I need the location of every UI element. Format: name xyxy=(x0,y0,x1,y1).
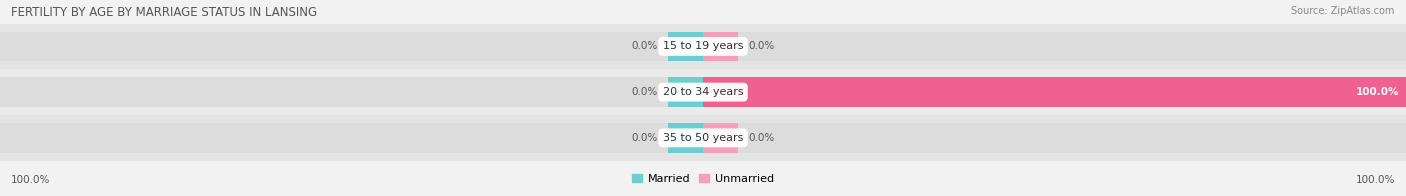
Text: 100.0%: 100.0% xyxy=(1355,87,1399,97)
Bar xyxy=(668,77,703,107)
Text: 15 to 19 years: 15 to 19 years xyxy=(662,41,744,51)
Text: 0.0%: 0.0% xyxy=(631,41,657,51)
Text: Source: ZipAtlas.com: Source: ZipAtlas.com xyxy=(1291,6,1395,16)
Text: 35 to 50 years: 35 to 50 years xyxy=(662,133,744,143)
Text: FERTILITY BY AGE BY MARRIAGE STATUS IN LANSING: FERTILITY BY AGE BY MARRIAGE STATUS IN L… xyxy=(11,6,318,19)
Bar xyxy=(0,32,1406,61)
Text: 0.0%: 0.0% xyxy=(749,133,775,143)
Text: 100.0%: 100.0% xyxy=(1355,175,1395,185)
Text: 100.0%: 100.0% xyxy=(11,175,51,185)
Bar xyxy=(668,32,703,61)
Text: 0.0%: 0.0% xyxy=(749,41,775,51)
Text: 0.0%: 0.0% xyxy=(631,133,657,143)
Bar xyxy=(668,123,703,153)
Bar xyxy=(0,77,1406,107)
Text: 0.0%: 0.0% xyxy=(631,87,657,97)
Bar xyxy=(703,123,738,153)
Text: 20 to 34 years: 20 to 34 years xyxy=(662,87,744,97)
Bar xyxy=(703,32,738,61)
Legend: Married, Unmarried: Married, Unmarried xyxy=(627,170,779,189)
Bar xyxy=(703,77,1406,107)
Bar xyxy=(0,123,1406,153)
